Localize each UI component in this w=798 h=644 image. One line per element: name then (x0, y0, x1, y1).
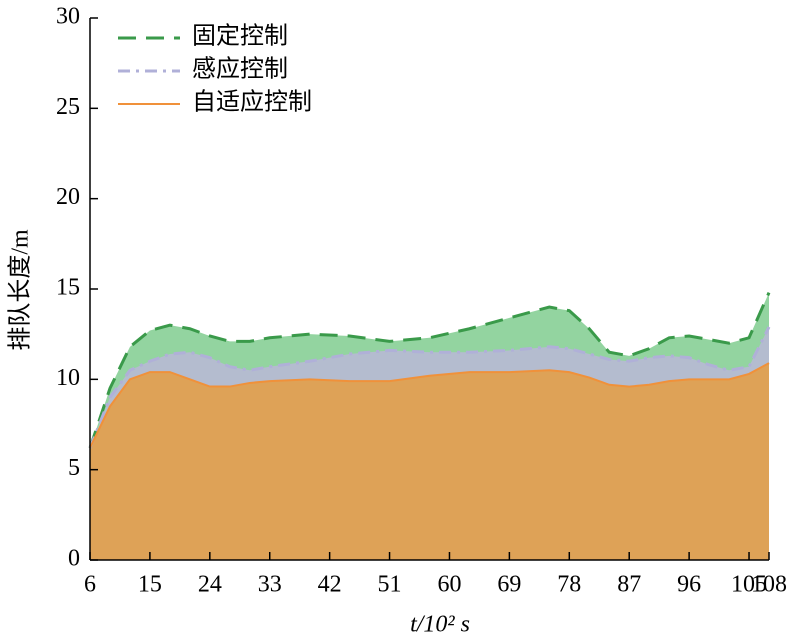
area (90, 363, 769, 560)
x-tick-label: 42 (318, 572, 342, 598)
y-tick-label: 20 (56, 184, 80, 210)
y-tick-label: 10 (56, 365, 80, 391)
line (88, 326, 771, 449)
x-tick-label: 96 (677, 572, 701, 598)
y-tick-label: 15 (56, 275, 80, 301)
x-tick-label: 105 (731, 572, 767, 598)
x-tick-label: 15 (138, 572, 162, 598)
legend-label: 固定控制 (192, 23, 288, 50)
x-tick-label: 24 (198, 572, 222, 598)
x-tick-label: 78 (557, 572, 581, 598)
y-tick-label: 0 (68, 546, 80, 572)
x-tick-label: 33 (258, 572, 282, 598)
x-tick-label: 108 (751, 572, 787, 598)
line (89, 362, 770, 449)
x-tick-label: 87 (617, 572, 641, 598)
legend-label: 感应控制 (192, 56, 288, 83)
x-tick-label: 6 (84, 572, 96, 598)
y-tick-label: 30 (56, 4, 80, 30)
y-axis-label: 排队长度/m (7, 229, 34, 351)
x-tick-label: 60 (437, 572, 461, 598)
x-axis-label: t/10² s (410, 612, 470, 638)
x-tick-label: 69 (497, 572, 521, 598)
y-tick-label: 25 (56, 94, 80, 120)
y-tick-label: 5 (68, 455, 80, 481)
x-tick-label: 51 (378, 572, 402, 598)
legend-label: 自适应控制 (192, 89, 312, 116)
